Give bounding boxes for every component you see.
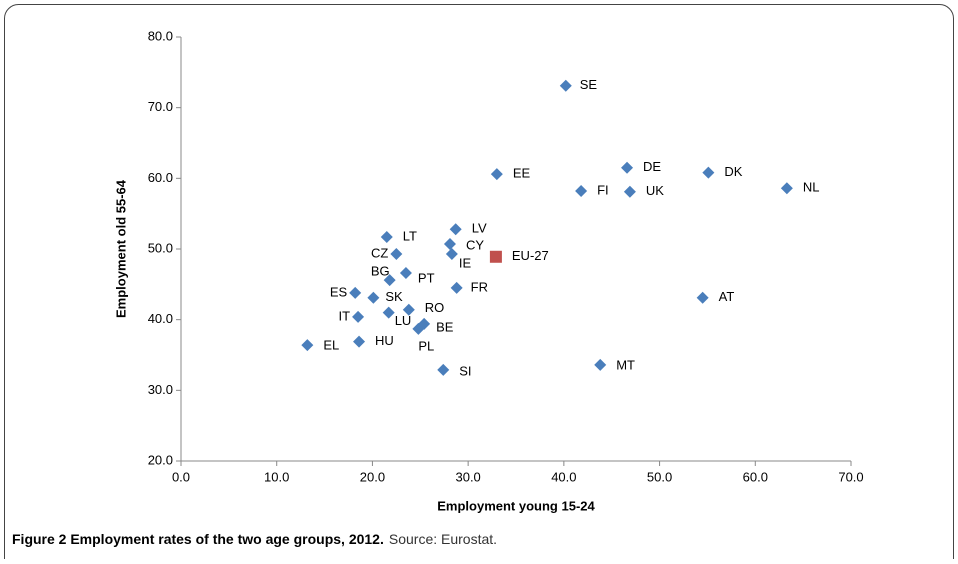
point xyxy=(489,250,502,263)
point xyxy=(390,247,403,260)
y-tick-label: 20.0 xyxy=(148,452,173,467)
caption: Figure 2 Employment rates of the two age… xyxy=(12,531,497,547)
point xyxy=(402,303,415,316)
x-tick-label: 50.0 xyxy=(647,469,672,484)
point xyxy=(621,161,634,174)
point xyxy=(623,185,636,198)
point-label: CZ xyxy=(371,245,388,260)
x-tick-label: 0.0 xyxy=(172,469,190,484)
y-tick-label: 50.0 xyxy=(148,240,173,255)
x-tick-label: 10.0 xyxy=(264,469,289,484)
point-label: MT xyxy=(616,357,635,372)
point xyxy=(382,306,395,319)
point xyxy=(450,281,463,294)
point xyxy=(383,274,396,287)
point xyxy=(349,286,362,299)
x-tick-label: 60.0 xyxy=(743,469,768,484)
point-label: LT xyxy=(403,228,417,243)
point-label: CY xyxy=(466,237,484,252)
point-label: LV xyxy=(472,221,487,236)
point-label: SK xyxy=(385,289,403,304)
point-label: RO xyxy=(425,300,445,315)
point-label: LU xyxy=(395,313,412,328)
point xyxy=(412,322,425,335)
y-tick-label: 80.0 xyxy=(148,28,173,43)
point-label: IT xyxy=(339,308,351,323)
point-label: DK xyxy=(724,164,742,179)
point xyxy=(559,79,572,92)
point-label: FR xyxy=(471,279,488,294)
point xyxy=(780,182,793,195)
point-label: SE xyxy=(580,77,598,92)
frame xyxy=(4,4,954,564)
x-tick-label: 40.0 xyxy=(551,469,576,484)
caption-source: Source: Eurostat. xyxy=(389,531,497,547)
point xyxy=(449,223,462,236)
point-label: AT xyxy=(719,289,735,304)
point xyxy=(575,185,588,198)
point xyxy=(443,238,456,251)
x-tick-label: 70.0 xyxy=(838,469,863,484)
caption-label: Figure 2 Employment rates of the two age… xyxy=(12,531,384,547)
point-label: DE xyxy=(643,159,661,174)
point-label: EL xyxy=(323,338,339,353)
y-tick-label: 40.0 xyxy=(148,311,173,326)
point xyxy=(490,168,503,181)
y-tick-label: 70.0 xyxy=(148,99,173,114)
point-label: BE xyxy=(436,319,454,334)
point-label: SI xyxy=(459,363,471,378)
point-label: FI xyxy=(597,182,609,197)
point-label: EU-27 xyxy=(512,248,549,263)
point-label: PT xyxy=(418,270,435,285)
point xyxy=(380,230,393,243)
x-tick-label: 30.0 xyxy=(455,469,480,484)
point-label: EE xyxy=(513,166,531,181)
point-label: ES xyxy=(330,284,348,299)
y-tick-label: 30.0 xyxy=(148,382,173,397)
y-axis-title: Employment old 55-64 xyxy=(113,179,128,318)
point xyxy=(437,363,450,376)
point-label: UK xyxy=(646,183,664,198)
x-tick-label: 20.0 xyxy=(360,469,385,484)
point-label: PL xyxy=(418,338,434,353)
point-label: BG xyxy=(371,264,390,279)
point-label: NL xyxy=(803,180,820,195)
x-axis-title: Employment young 15-24 xyxy=(437,498,595,513)
point xyxy=(399,267,412,280)
point xyxy=(594,358,607,371)
y-tick-label: 60.0 xyxy=(148,170,173,185)
point-label: HU xyxy=(375,333,394,348)
point xyxy=(353,335,366,348)
point xyxy=(352,310,365,323)
point xyxy=(301,339,314,352)
point xyxy=(702,166,715,179)
point xyxy=(367,291,380,304)
point xyxy=(696,291,709,304)
point xyxy=(445,247,458,260)
point-label: IE xyxy=(459,255,472,270)
